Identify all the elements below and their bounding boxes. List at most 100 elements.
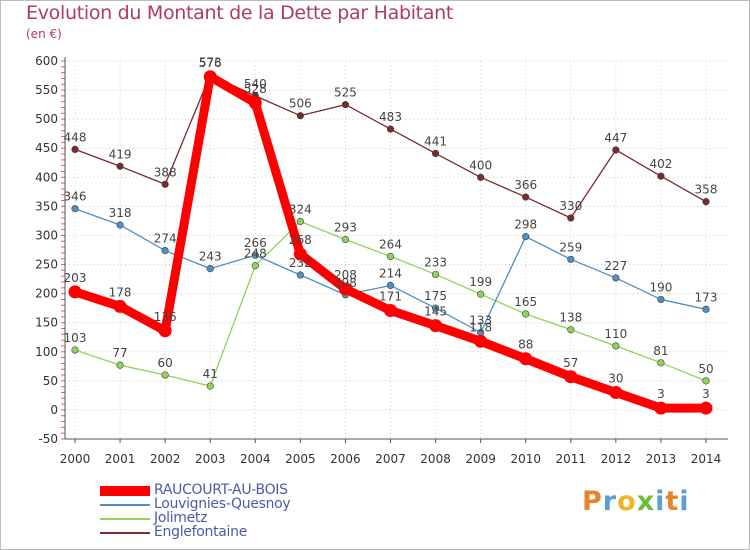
data-label: 264 [379,237,402,251]
y-tick-label: 150 [35,316,58,330]
series-jolimetz [71,217,710,390]
data-point [702,377,710,385]
series-englefontaine [71,71,710,222]
data-label: 293 [334,221,357,235]
data-label: 214 [379,266,402,280]
data-point [431,304,440,312]
y-tick-label: 250 [35,258,58,272]
data-point [296,217,304,226]
data-label: 388 [154,165,177,179]
y-tick-label: 0 [50,403,58,417]
data-label: 145 [424,305,447,319]
data-labels: 4484193885765405065254834414003663304474… [64,56,718,401]
y-tick-label: 350 [35,199,58,213]
data-label: 528 [244,82,267,96]
data-point [564,370,578,384]
data-label: 203 [64,271,87,285]
data-point [116,361,124,369]
data-label: 248 [244,247,267,261]
data-label: 3 [702,387,710,401]
data-point [71,346,79,354]
data-label: 483 [379,110,402,124]
data-point [248,96,262,110]
x-tick-label: 2014 [691,452,722,466]
chart-subtitle: (en €) [26,27,62,41]
data-label: 57 [563,356,578,370]
data-point [477,290,485,298]
data-label: 110 [604,327,627,341]
data-label: 77 [112,346,127,360]
data-label: 50 [698,362,713,376]
data-point [296,271,304,279]
data-label: 268 [289,233,312,247]
y-tick-label: 600 [35,54,58,68]
x-tick-label: 2006 [330,452,361,466]
data-point [612,274,620,282]
data-point [386,125,395,133]
legend-label: Louvignies-Quesnoy [154,496,291,512]
x-tick-label: 2004 [240,452,271,466]
data-point [338,282,352,296]
data-label: 318 [109,206,132,220]
x-tick-label: 2012 [601,452,632,466]
data-point [341,235,350,244]
data-label: 402 [649,157,672,171]
legend-label: RAUCOURT-AU-BOIS [154,482,288,498]
data-label: 136 [154,310,177,324]
data-label: 358 [695,183,718,197]
data-label: 60 [158,356,173,370]
y-tick-label: 200 [35,287,58,301]
data-label: 540 [244,77,267,91]
data-label: 573 [199,56,222,70]
data-point [116,162,124,170]
data-point [68,285,82,299]
y-tick-label: 550 [35,83,58,97]
data-point [477,173,485,181]
legend-swatch [100,532,150,534]
data-point [296,112,304,120]
series-line [74,74,707,219]
data-point [654,401,668,415]
x-tick-label: 2000 [60,452,91,466]
data-label: 103 [64,331,87,345]
y-tick-label: 100 [35,345,58,359]
data-label: 525 [334,86,357,100]
data-label: 3 [657,387,665,401]
data-label: 346 [64,190,87,204]
y-tick-label: 450 [35,141,58,155]
legend-label: Jolimetz [154,510,208,526]
x-tick-label: 2008 [420,452,451,466]
x-tick-label: 2003 [195,452,226,466]
data-label: 448 [64,130,87,144]
data-label: 447 [604,131,627,145]
chart-title: Evolution du Montant de la Dette par Hab… [26,2,454,24]
data-point [161,180,169,188]
y-tick-label: 300 [35,228,58,242]
data-point [474,334,488,348]
x-tick-label: 2002 [150,452,181,466]
y-tick-label: 500 [35,112,58,126]
legend-swatch [100,504,150,506]
x-tick-label: 2001 [105,452,136,466]
data-label: 208 [334,268,357,282]
data-label: 133 [469,314,492,328]
data-point [657,359,665,367]
data-label: 138 [559,311,582,325]
data-point [206,265,214,273]
data-label: 232 [289,256,312,270]
data-point [612,342,620,350]
legend-swatch [100,486,150,496]
axes: -500501001502002503003504004505005506002… [35,54,728,466]
data-point [161,371,169,379]
data-point [429,319,443,333]
data-point [567,214,575,222]
data-label: 274 [154,232,177,246]
data-point [519,352,533,366]
data-label: 506 [289,97,312,111]
data-point [699,401,713,415]
data-label: 330 [559,199,582,213]
data-point [522,233,530,241]
data-label: 400 [469,158,492,172]
data-point [702,198,710,206]
series-layer [68,70,713,415]
